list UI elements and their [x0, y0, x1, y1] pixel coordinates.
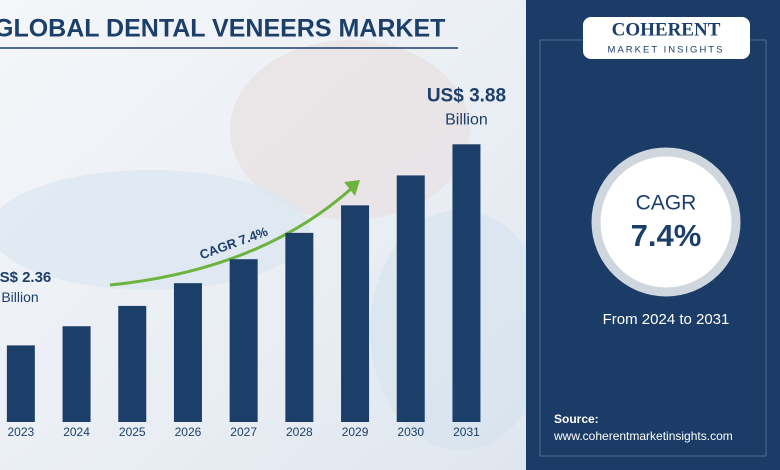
period: From 2024 to 2031 [603, 311, 730, 328]
bar [396, 175, 425, 422]
source-label: Source: [554, 412, 599, 426]
x-tick-label: 2025 [119, 425, 146, 439]
chart-title: GLOBAL DENTAL VENEERS MARKET [0, 15, 445, 43]
cagr-circle [591, 147, 741, 297]
bar [452, 144, 481, 422]
logo-box [583, 17, 750, 59]
x-tick-label: 2031 [453, 425, 480, 439]
growth-arrow [109, 186, 353, 287]
x-tick-label: 2028 [286, 425, 313, 439]
value-label: US$ 3.88 Billion [427, 85, 506, 128]
bar [6, 345, 35, 422]
cagr-value: 7.4% [631, 218, 702, 253]
arrow-head [344, 180, 360, 196]
bar [62, 326, 91, 422]
x-tick-label: 2029 [342, 425, 369, 439]
x-tick-label: 2023 [7, 425, 34, 439]
brand-name: COHERENT [612, 19, 721, 40]
cagr-title: CAGR [636, 192, 697, 215]
x-tick-label: 2027 [230, 425, 257, 439]
bar [118, 305, 147, 422]
brand-tagline: MARKET INSIGHTS [608, 45, 725, 56]
bar [173, 283, 202, 422]
bar [229, 259, 258, 422]
photo-shade [230, 40, 470, 220]
x-tick-label: 2030 [397, 425, 424, 439]
x-tick-label: 2024 [63, 425, 90, 439]
x-tick-label: 2026 [175, 425, 202, 439]
bar [285, 232, 314, 422]
bar [341, 205, 370, 422]
source-url: www.coherentmarketinsights.com [553, 429, 733, 443]
